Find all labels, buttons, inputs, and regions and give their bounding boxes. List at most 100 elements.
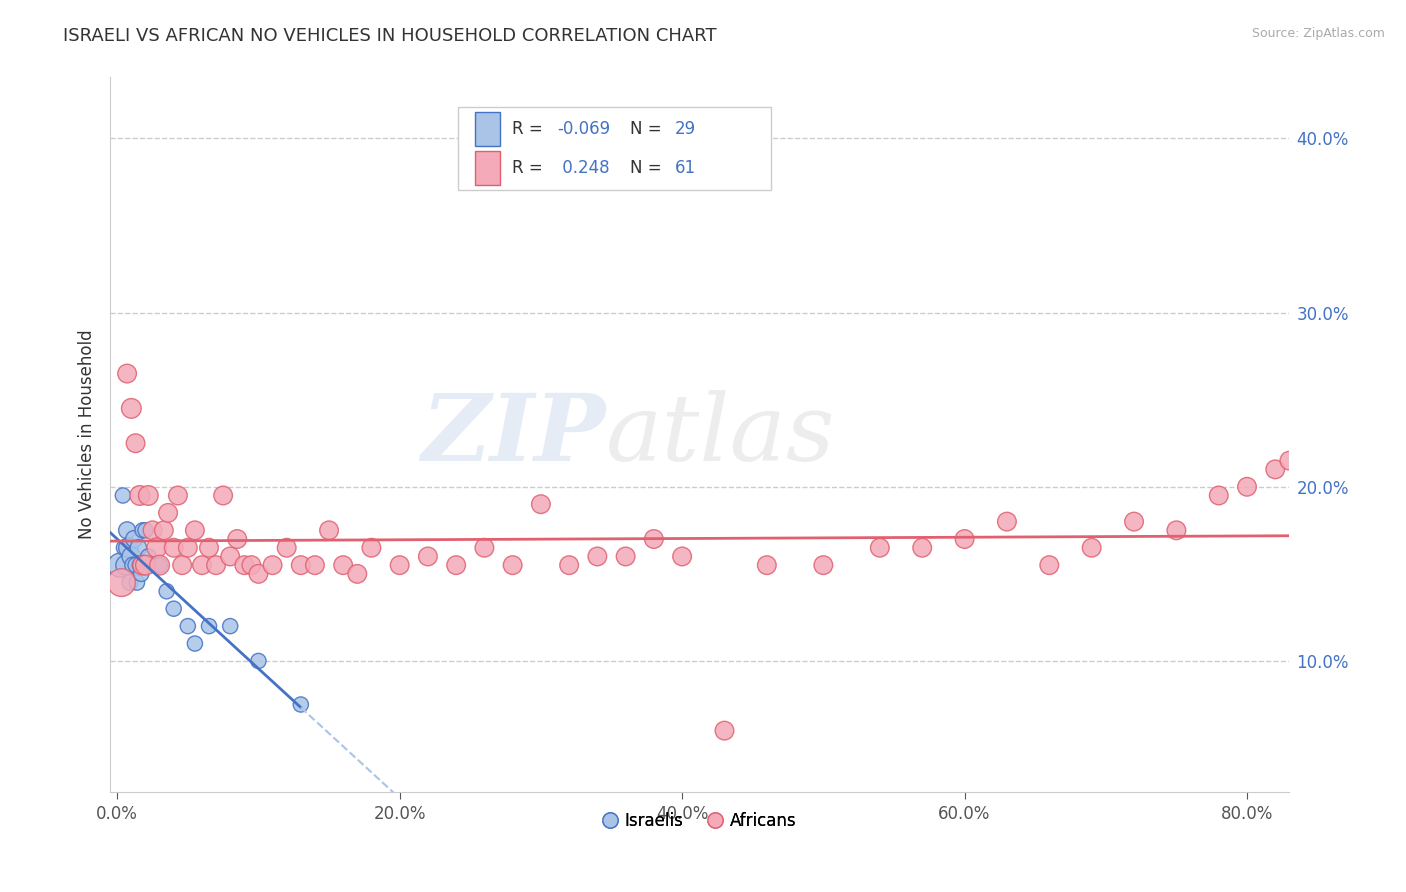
Point [388, 558, 411, 573]
Point [995, 515, 1018, 529]
Point [262, 558, 284, 573]
Point [125, 575, 148, 590]
Point [115, 524, 138, 538]
Point [191, 558, 214, 573]
Point [502, 558, 524, 573]
Point [219, 549, 242, 564]
Text: Source: ZipAtlas.com: Source: ZipAtlas.com [1251, 27, 1385, 40]
Point [110, 575, 132, 590]
Text: atlas: atlas [606, 390, 835, 480]
Point [953, 532, 976, 546]
Point [332, 558, 354, 573]
Point [128, 558, 150, 573]
Text: -0.069: -0.069 [557, 120, 610, 138]
Text: ZIP: ZIP [422, 390, 606, 480]
Point [145, 558, 167, 573]
Point [108, 558, 131, 573]
Point [416, 549, 439, 564]
Text: ISRAELI VS AFRICAN NO VEHICLES IN HOUSEHOLD CORRELATION CHART: ISRAELI VS AFRICAN NO VEHICLES IN HOUSEH… [63, 27, 717, 45]
Point [141, 524, 163, 538]
Point [713, 723, 735, 738]
Text: N =: N = [630, 159, 662, 178]
Point [131, 558, 153, 573]
Point [290, 558, 312, 573]
Point [247, 654, 270, 668]
Text: 29: 29 [675, 120, 696, 138]
Point [1123, 515, 1146, 529]
Point [153, 524, 176, 538]
Point [240, 558, 263, 573]
Point [184, 636, 207, 650]
Point [1208, 488, 1230, 502]
Point [1236, 480, 1258, 494]
Text: R =: R = [512, 159, 543, 178]
FancyBboxPatch shape [475, 151, 501, 186]
Point [111, 488, 134, 502]
Point [1080, 541, 1102, 555]
Point [586, 549, 609, 564]
Point [128, 488, 150, 502]
Point [226, 532, 249, 546]
FancyBboxPatch shape [475, 112, 501, 146]
Point [755, 558, 778, 573]
Point [474, 541, 496, 555]
Point [1278, 453, 1301, 467]
Point [1166, 524, 1188, 538]
Point [136, 488, 159, 502]
Point [112, 541, 135, 555]
Point [134, 558, 156, 573]
Point [149, 558, 172, 573]
Point [177, 619, 200, 633]
Point [120, 401, 142, 416]
Point [118, 575, 141, 590]
Point [172, 558, 194, 573]
Point [205, 558, 228, 573]
Text: 0.248: 0.248 [557, 159, 610, 178]
FancyBboxPatch shape [458, 107, 770, 190]
Point [129, 566, 152, 581]
Point [124, 436, 146, 450]
Point [157, 506, 180, 520]
Point [184, 524, 207, 538]
Point [124, 558, 146, 573]
Point [149, 558, 172, 573]
Point [1038, 558, 1060, 573]
Point [136, 549, 159, 564]
Point [163, 541, 186, 555]
Point [869, 541, 891, 555]
Point [127, 541, 149, 555]
Text: 61: 61 [675, 159, 696, 178]
Point [346, 566, 368, 581]
Point [614, 549, 637, 564]
Legend: Israelis, Africans: Israelis, Africans [596, 805, 803, 837]
Point [121, 558, 143, 573]
Point [177, 541, 200, 555]
Point [530, 497, 553, 511]
Point [134, 524, 156, 538]
Text: N =: N = [630, 120, 662, 138]
Point [145, 541, 167, 555]
Point [318, 524, 340, 538]
Point [360, 541, 382, 555]
Point [247, 566, 270, 581]
Point [163, 601, 186, 615]
Point [117, 541, 139, 555]
Point [444, 558, 467, 573]
Point [141, 558, 163, 573]
Point [156, 584, 179, 599]
Point [198, 541, 221, 555]
Point [276, 541, 298, 555]
Point [813, 558, 835, 573]
Point [671, 549, 693, 564]
Point [114, 558, 136, 573]
Point [558, 558, 581, 573]
Point [219, 619, 242, 633]
Point [167, 488, 190, 502]
Point [212, 488, 235, 502]
Text: R =: R = [512, 120, 543, 138]
Point [304, 558, 326, 573]
Point [643, 532, 665, 546]
Point [115, 367, 138, 381]
Point [122, 532, 145, 546]
Point [131, 524, 153, 538]
